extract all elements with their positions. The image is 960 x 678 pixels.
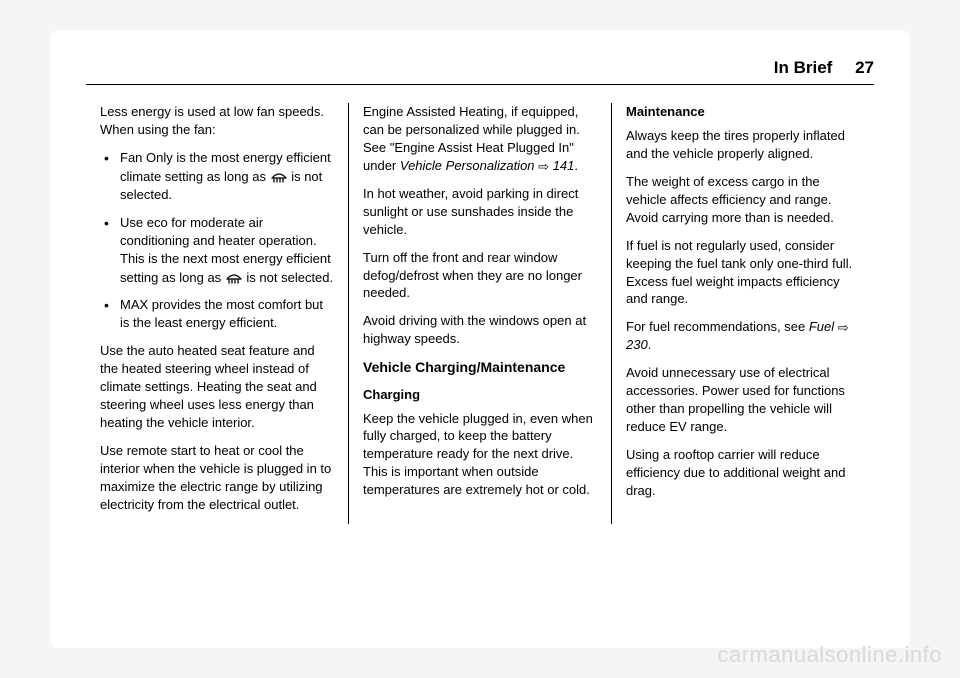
column-3: Maintenance Always keep the tires proper…	[611, 103, 874, 524]
body-text: Avoid driving with the windows open at h…	[363, 312, 597, 348]
manual-page: In Brief 27 Less energy is used at low f…	[50, 30, 910, 648]
body-text: Engine Assisted Heating, if equipped, ca…	[363, 103, 597, 175]
body-text: Less energy is used at low fan speeds. W…	[100, 103, 334, 139]
body-text: Always keep the tires properly inflated …	[626, 127, 860, 163]
xref-title: Vehicle Personalization	[400, 158, 535, 173]
body-text: Use remote start to heat or cool the int…	[100, 442, 334, 514]
body-text: If fuel is not regularly used, consider …	[626, 237, 860, 309]
body-text-part: .	[574, 158, 578, 173]
list-item: Fan Only is the most energy efficient cl…	[100, 149, 334, 204]
body-text: Using a rooftop carrier will reduce effi…	[626, 446, 860, 500]
body-text: Turn off the front and rear window defog…	[363, 249, 597, 303]
section-heading: Vehicle Charging/Maintenance	[363, 358, 597, 377]
list-item: Use eco for moderate air conditioning an…	[100, 214, 334, 287]
subsection-heading: Charging	[363, 386, 597, 404]
chapter-title: In Brief	[774, 58, 833, 77]
body-text-part: .	[648, 337, 652, 352]
body-text: The weight of excess cargo in the vehicl…	[626, 173, 860, 227]
body-text: For fuel recommendations, see Fuel ⇨ 230…	[626, 318, 860, 354]
body-text: Avoid unnecessary use of electrical acce…	[626, 364, 860, 436]
body-text: Use the auto heated seat feature and the…	[100, 342, 334, 432]
list-text: is not selected.	[243, 270, 333, 285]
subsection-heading: Maintenance	[626, 103, 860, 121]
body-text-part: For fuel recommendations, see	[626, 319, 809, 334]
column-1: Less energy is used at low fan speeds. W…	[86, 103, 348, 524]
list-text: MAX provides the most comfort but is the…	[120, 297, 323, 330]
column-2: Engine Assisted Heating, if equipped, ca…	[348, 103, 611, 524]
list-item: MAX provides the most comfort but is the…	[100, 296, 334, 332]
xref-title: Fuel	[809, 319, 834, 334]
defrost-icon	[225, 268, 243, 284]
cross-reference: Vehicle Personalization ⇨ 141	[400, 158, 575, 173]
body-text: Keep the vehicle plugged in, even when f…	[363, 410, 597, 500]
xref-symbol: ⇨	[838, 319, 849, 337]
defrost-icon	[270, 167, 288, 183]
page-number: 27	[855, 58, 874, 77]
xref-page: 230	[626, 337, 648, 352]
xref-symbol: ⇨	[538, 158, 549, 176]
bullet-list: Fan Only is the most energy efficient cl…	[100, 149, 334, 332]
body-text: In hot weather, avoid parking in direct …	[363, 185, 597, 239]
content-columns: Less energy is used at low fan speeds. W…	[86, 103, 874, 524]
page-header: In Brief 27	[86, 58, 874, 85]
xref-page: 141	[553, 158, 575, 173]
